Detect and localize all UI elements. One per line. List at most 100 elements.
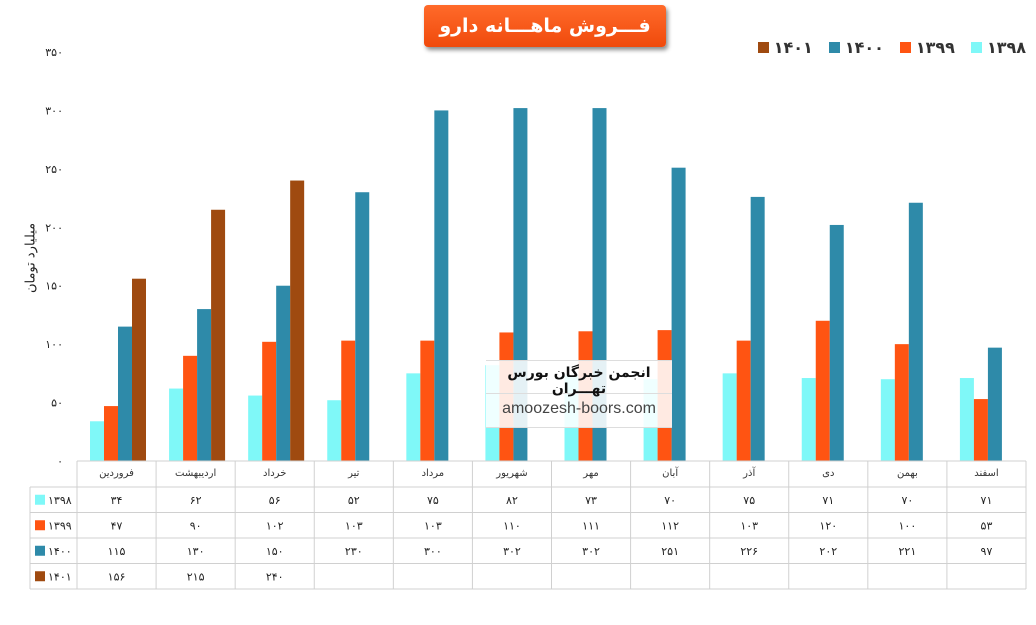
bar xyxy=(118,326,132,461)
bar xyxy=(908,202,923,461)
table-series-name: ۱۴۰۱ xyxy=(48,570,72,583)
bar xyxy=(420,340,435,461)
category-label: تیر xyxy=(347,468,360,479)
table-value: ۵۳ xyxy=(981,519,993,532)
category-label: آذر xyxy=(742,466,756,479)
legend-swatch xyxy=(899,42,911,53)
table-series-name: ۱۳۹۸ xyxy=(48,494,72,507)
bar xyxy=(750,196,765,461)
watermark-url: amoozesh-boors.com xyxy=(502,400,656,417)
legend-label: ۱۳۹۸ xyxy=(986,38,1026,57)
table-value: ۲۱۵ xyxy=(187,570,205,583)
y-tick-label: ۳۵۰ xyxy=(45,46,63,59)
bar xyxy=(90,421,104,461)
table-value: ۱۱۰ xyxy=(503,519,521,532)
table-value: ۷۵ xyxy=(743,494,755,507)
bar xyxy=(880,379,895,461)
bar xyxy=(671,167,686,461)
table-value: ۲۳۰ xyxy=(345,545,363,558)
table-value: ۷۰ xyxy=(901,494,913,507)
bar xyxy=(355,192,370,461)
bar xyxy=(434,110,449,461)
legend-label: ۱۳۹۹ xyxy=(915,38,955,57)
table-value: ۹۷ xyxy=(981,545,993,558)
bar xyxy=(327,400,342,461)
table-value: ۷۱ xyxy=(822,494,834,507)
table-value: ۱۰۳ xyxy=(345,519,363,532)
y-tick-label: ۰ xyxy=(57,455,63,468)
table-value: ۱۰۳ xyxy=(740,519,758,532)
table-series-name: ۱۴۰۰ xyxy=(48,545,72,558)
bar xyxy=(406,373,421,461)
table-value: ۱۳۰ xyxy=(187,545,205,558)
y-tick-label: ۵۰ xyxy=(51,397,63,410)
category-label: شهریور xyxy=(495,468,527,479)
legend-label: ۱۴۰۰ xyxy=(844,38,884,57)
bar xyxy=(829,224,844,461)
table-value: ۷۳ xyxy=(585,494,597,507)
category-label: دی xyxy=(822,468,834,479)
table-legend-key xyxy=(35,571,45,582)
table-value: ۲۵۱ xyxy=(661,545,679,558)
table-value: ۲۲۶ xyxy=(740,545,758,558)
legend-swatch xyxy=(828,42,840,53)
chart-title: فـــروش ماهـــانه دارو xyxy=(424,5,666,47)
table-value: ۲۴۰ xyxy=(266,570,284,583)
table-value: ۱۱۱ xyxy=(582,519,600,532)
bar xyxy=(341,340,356,461)
watermark: انجمن خبرگان بورس تهـــران amoozesh-boor… xyxy=(486,360,672,428)
bar xyxy=(801,378,816,461)
y-axis-label: میلیارد تومان xyxy=(23,222,39,294)
table-value: ۹۰ xyxy=(190,519,202,532)
bar xyxy=(197,309,212,461)
legend-swatch xyxy=(970,42,982,53)
table-legend-key xyxy=(35,520,45,531)
category-label: آبان xyxy=(662,466,679,479)
category-label: مرداد xyxy=(422,468,445,479)
legend-item: ۱۳۹۹ xyxy=(899,38,955,57)
table-value: ۷۰ xyxy=(664,494,676,507)
category-label: فروردین xyxy=(99,468,134,479)
bar xyxy=(987,347,1002,461)
bar xyxy=(894,344,909,461)
y-tick-label: ۲۵۰ xyxy=(45,163,63,176)
category-label: مهر xyxy=(582,468,598,479)
bar xyxy=(815,320,830,461)
bar xyxy=(132,278,146,461)
table-value: ۲۰۲ xyxy=(819,545,837,558)
table-value: ۵۶ xyxy=(269,494,281,507)
table-value: ۵۲ xyxy=(348,494,360,507)
category-label: خرداد xyxy=(263,468,286,479)
table-value: ۸۲ xyxy=(506,494,518,507)
legend-item: ۱۴۰۰ xyxy=(828,38,884,57)
y-tick-label: ۱۵۰ xyxy=(45,280,63,293)
y-tick-label: ۲۰۰ xyxy=(45,221,63,234)
bar xyxy=(104,406,118,461)
legend-item: ۱۴۰۱ xyxy=(757,38,813,57)
table-value: ۱۱۲ xyxy=(661,519,679,532)
table-value: ۳۰۲ xyxy=(582,545,600,558)
bar xyxy=(973,399,988,461)
legend-item: ۱۳۹۸ xyxy=(970,38,1026,57)
table-legend-key xyxy=(35,545,45,556)
legend: ۱۳۹۸ ۱۳۹۹ ۱۴۰۰ ۱۴۰۱ xyxy=(757,38,1026,57)
table-value: ۱۵۰ xyxy=(266,545,284,558)
bar xyxy=(183,355,198,461)
table-value: ۷۵ xyxy=(427,494,439,507)
legend-swatch xyxy=(757,42,769,53)
bar xyxy=(736,340,751,461)
table-value: ۱۵۶ xyxy=(108,570,126,583)
bar xyxy=(169,388,184,461)
bar xyxy=(959,378,974,461)
category-label: بهمن xyxy=(897,468,918,479)
table-value: ۱۰۰ xyxy=(899,519,917,532)
category-label: اسفند xyxy=(974,468,998,479)
bar xyxy=(722,373,737,461)
bar xyxy=(290,180,305,462)
table-value: ۴۷ xyxy=(111,519,123,532)
table-value: ۳۰۰ xyxy=(424,545,442,558)
bar xyxy=(248,395,263,461)
table-value: ۱۲۰ xyxy=(819,519,837,532)
table-value: ۳۴ xyxy=(111,494,123,507)
